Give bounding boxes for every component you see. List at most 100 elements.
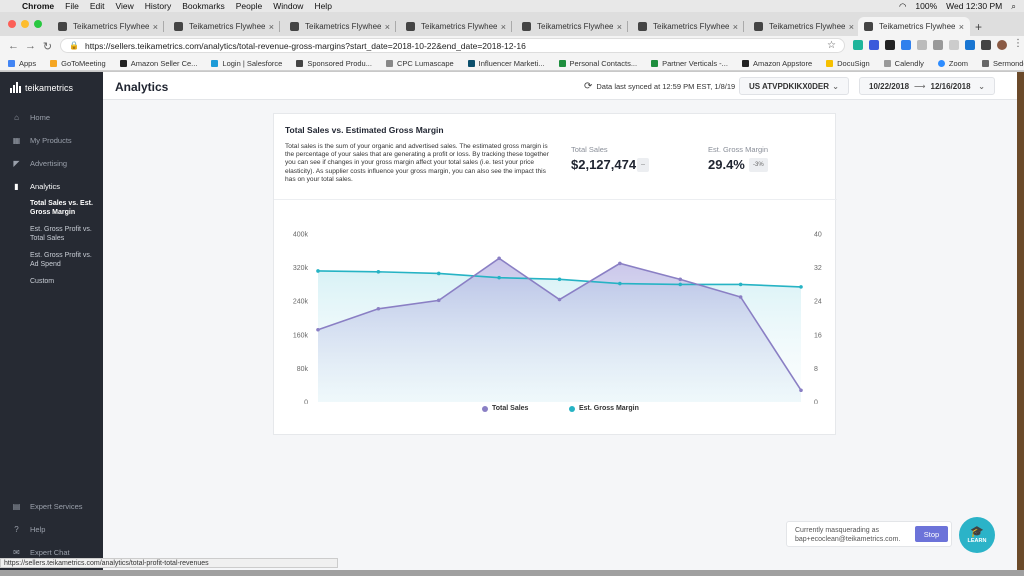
date-range-picker[interactable]: 10/22/2018 ⟶ 12/16/2018 ⌄ xyxy=(859,77,995,95)
bookmark-item[interactable]: Sermondo - Amaz... xyxy=(982,59,1024,68)
address-bar[interactable]: 🔒 https://sellers.teikametrics.com/analy… xyxy=(60,38,845,53)
bookmarks-bar: Apps GoToMeeting Amazon Seller Ce... Log… xyxy=(0,56,1024,71)
reload-button[interactable]: ↻ xyxy=(42,40,53,53)
menu-people[interactable]: People xyxy=(235,1,263,11)
sidebar-item-expert-services[interactable]: ▤ Expert Services xyxy=(12,502,83,511)
bookmark-star-icon[interactable]: ☆ xyxy=(827,40,836,51)
sidebar-subitem-custom[interactable]: Custom xyxy=(30,278,55,285)
learn-button[interactable]: 🎓 LEARN xyxy=(959,517,995,553)
bookmark-item[interactable]: Amazon Appstore xyxy=(741,59,812,68)
menu-bookmarks[interactable]: Bookmarks xyxy=(182,1,225,11)
menu-file[interactable]: File xyxy=(65,1,79,11)
new-tab-button[interactable]: + xyxy=(975,20,983,34)
close-tab-icon[interactable]: × xyxy=(958,21,964,32)
browser-tab[interactable]: Teikametrics Flywheel × xyxy=(748,17,860,36)
extension-icon[interactable] xyxy=(869,40,879,50)
close-tab-icon[interactable]: × xyxy=(732,21,738,32)
menu-edit[interactable]: Edit xyxy=(89,1,105,11)
sync-icon[interactable]: ⟳ xyxy=(584,81,593,92)
bookmark-item[interactable]: Amazon Seller Ce... xyxy=(119,59,197,68)
menu-history[interactable]: History xyxy=(144,1,172,11)
menu-app[interactable]: Chrome xyxy=(22,1,55,11)
extension-icon[interactable] xyxy=(853,40,863,50)
sales-margin-chart[interactable]: 080k160k240k320k400k081624324028. Oct4. … xyxy=(274,209,837,405)
bookmark-apps[interactable]: Apps xyxy=(8,59,36,68)
browser-tab[interactable]: Teikametrics Flywheel × xyxy=(284,17,396,36)
legend-item-gross-margin[interactable]: Est. Gross Margin xyxy=(569,405,639,412)
wifi-icon[interactable]: ◠ xyxy=(898,0,907,11)
sidebar-item-analytics[interactable]: ▮ Analytics xyxy=(12,182,60,191)
bookmark-item[interactable]: DocuSign xyxy=(826,59,870,68)
minimize-window-icon[interactable] xyxy=(21,20,29,28)
y-left-tick-label: 80k xyxy=(297,366,309,373)
extension-icon[interactable] xyxy=(933,40,943,50)
menu-view[interactable]: View xyxy=(115,1,134,11)
account-selector[interactable]: US ATVPDKIKX0DER ⌄ xyxy=(739,77,849,95)
close-tab-icon[interactable]: × xyxy=(500,21,506,32)
sidebar-item-my-products[interactable]: ▦ My Products xyxy=(12,136,72,145)
bookmark-item[interactable]: GoToMeeting xyxy=(50,59,106,68)
teikametrics-logo[interactable]: teikametrics xyxy=(10,82,73,93)
profile-avatar[interactable] xyxy=(997,40,1007,50)
briefcase-icon: ▤ xyxy=(12,502,21,511)
close-tab-icon[interactable]: × xyxy=(384,21,390,32)
browser-tab[interactable]: Teikametrics Flywheel × xyxy=(632,17,744,36)
logo-icon xyxy=(10,82,21,93)
sidebar-subitem-profit-vs-ad-spend[interactable]: Est. Gross Profit vs. Ad Spend xyxy=(30,252,92,268)
sidebar-item-help[interactable]: ? Help xyxy=(12,525,45,534)
forward-button[interactable]: → xyxy=(25,40,36,52)
main-content: Analytics ⟳ Data last synced at 12:59 PM… xyxy=(103,72,1017,570)
extension-icon[interactable] xyxy=(901,40,911,50)
close-window-icon[interactable] xyxy=(8,20,16,28)
extension-icon[interactable] xyxy=(965,40,975,50)
sidebar-item-expert-chat[interactable]: ✉ Expert Chat xyxy=(13,548,70,557)
close-tab-icon[interactable]: × xyxy=(152,21,158,32)
maximize-window-icon[interactable] xyxy=(34,20,42,28)
help-icon: ? xyxy=(14,525,19,534)
sidebar-item-home[interactable]: ⌂ Home xyxy=(12,113,50,122)
stop-masquerade-button[interactable]: Stop xyxy=(915,526,948,542)
browser-tab[interactable]: Teikametrics Flywheel × xyxy=(400,17,512,36)
legend-dot xyxy=(569,405,575,412)
sidebar-item-advertising[interactable]: ◤ Advertising xyxy=(13,159,68,168)
menu-window[interactable]: Window xyxy=(273,1,304,11)
extension-icon[interactable] xyxy=(917,40,927,50)
close-tab-icon[interactable]: × xyxy=(616,21,622,32)
extension-icon[interactable] xyxy=(949,40,959,50)
bookmark-item[interactable]: Sponsored Produ... xyxy=(296,59,372,68)
close-tab-icon[interactable]: × xyxy=(848,21,854,32)
page-title: Analytics xyxy=(115,80,169,94)
sidebar-subitem-profit-vs-sales[interactable]: Est. Gross Profit vs. Total Sales xyxy=(30,226,92,242)
battery-percent[interactable]: 100% xyxy=(915,1,938,11)
lock-icon[interactable]: 🔒 xyxy=(69,41,79,50)
bookmark-item[interactable]: Login | Salesforce xyxy=(211,59,282,68)
url-text[interactable]: https://sellers.teikametrics.com/analyti… xyxy=(84,40,526,51)
sidebar-subitem-total-sales-vs-margin[interactable]: Total Sales vs. Est. Gross Margin xyxy=(30,200,93,216)
bookmark-item[interactable]: CPC Lumascape xyxy=(385,59,454,68)
chart-card: Total Sales vs. Estimated Gross Margin T… xyxy=(273,113,837,435)
clock[interactable]: Wed 12:30 PM xyxy=(946,1,1003,11)
arrow-right-icon: ⟶ xyxy=(914,81,926,91)
total-sales-point xyxy=(738,295,743,299)
bookmark-item[interactable]: Influencer Marketi... xyxy=(467,59,545,68)
close-tab-icon[interactable]: × xyxy=(268,21,274,32)
extension-icon[interactable] xyxy=(981,40,991,50)
y-right-tick-label: 24 xyxy=(814,299,822,306)
spotlight-icon[interactable]: ⌕ xyxy=(1011,0,1016,11)
back-button[interactable]: ← xyxy=(8,40,19,52)
y-left-tick-label: 160k xyxy=(293,332,309,339)
legend-item-total-sales[interactable]: Total Sales xyxy=(482,405,528,412)
extension-icon[interactable] xyxy=(885,40,895,50)
browser-tab-active[interactable]: Teikametrics Flywheel × xyxy=(858,17,970,36)
bookmark-item[interactable]: Calendly xyxy=(883,59,924,68)
bookmark-item[interactable]: Partner Verticals -... xyxy=(651,59,728,68)
menu-help[interactable]: Help xyxy=(314,1,332,11)
browser-tab[interactable]: Teikametrics Flywheel × xyxy=(516,17,628,36)
graduation-cap-icon: 🎓 xyxy=(970,525,984,538)
browser-tab[interactable]: Teikametrics Flywheel × xyxy=(52,17,164,36)
menu-kebab-icon[interactable]: ⋮ xyxy=(1013,38,1023,49)
gross-margin-point xyxy=(618,281,622,286)
browser-tab[interactable]: Teikametrics Flywheel × xyxy=(168,17,280,36)
bookmark-item[interactable]: Personal Contacts... xyxy=(558,59,637,68)
bookmark-item[interactable]: Zoom xyxy=(937,59,968,68)
